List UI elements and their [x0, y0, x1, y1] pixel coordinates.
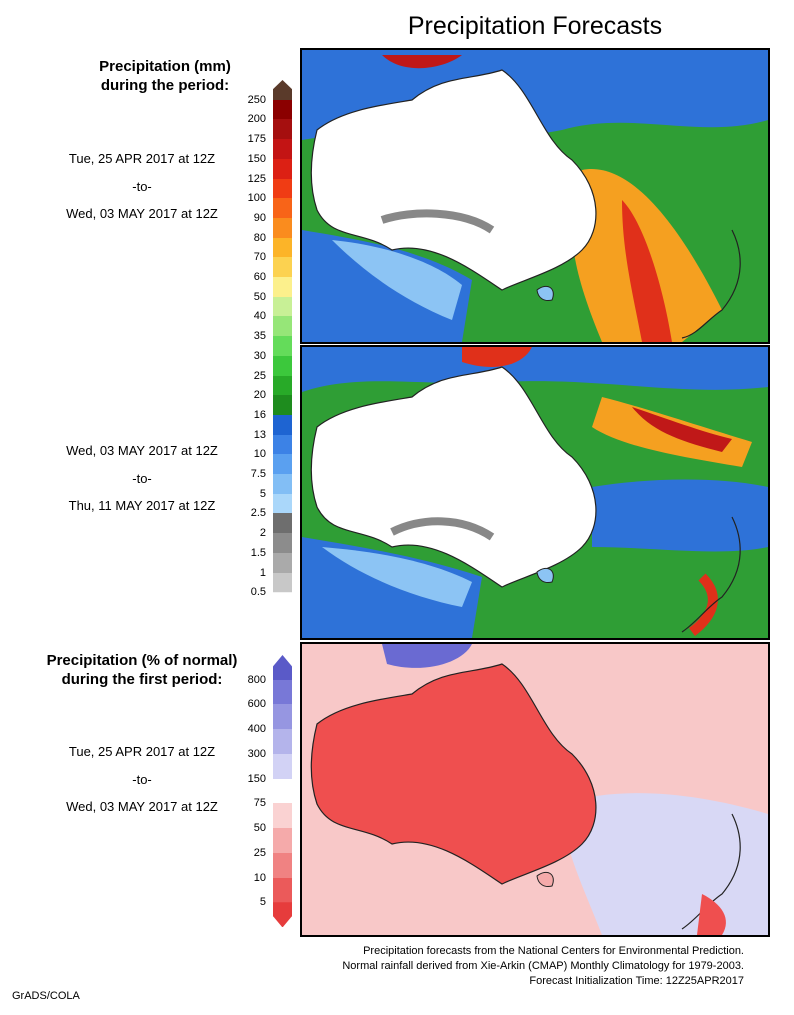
period-1-to: Wed, 03 MAY 2017 at 12Z [66, 206, 218, 221]
colorbar-mm-swatch [273, 277, 292, 298]
colorbar-pct-swatch [273, 778, 292, 804]
colorbar-pct-swatch [273, 704, 292, 730]
colorbar-mm-tick-label: 70 [253, 251, 266, 264]
grads-cola-label: GrADS/COLA [12, 990, 80, 1002]
page-title: Precipitation Forecasts [407, 12, 663, 40]
colorbar-mm-tick-label: 25 [253, 369, 266, 382]
colorbar-mm-swatch [273, 296, 292, 317]
period-3-to: Wed, 03 MAY 2017 at 12Z [66, 799, 218, 814]
colorbar-mm-swatch [273, 552, 292, 574]
legend-pct-heading-line2: during the first period: [61, 671, 223, 688]
colorbar-pct-tick-label: 300 [247, 747, 266, 760]
colorbar-mm-tick-label: 30 [253, 349, 266, 362]
colorbar-mm-tick-label: 175 [247, 133, 266, 146]
period-3-from: Tue, 25 APR 2017 at 12Z [68, 744, 216, 759]
colorbar-mm-swatch [273, 257, 292, 278]
colorbar-pct-swatch [273, 877, 292, 903]
colorbar-mm-tick-label: 1 [259, 566, 266, 579]
colorbar-mm-tick-label: 35 [253, 330, 266, 343]
colorbar-pct-tick-label: 75 [253, 797, 266, 810]
colorbar-pct [273, 655, 292, 928]
colorbar-mm-tick-label: 250 [247, 93, 266, 106]
colorbar-pct-tick-label: 400 [247, 723, 266, 736]
colorbar-pct-swatch [273, 803, 292, 829]
colorbar-mm-swatch [273, 158, 292, 180]
colorbar-pct-swatch [273, 828, 292, 854]
legend-mm-heading-line2: during the period: [100, 77, 230, 94]
credit-line-3: Forecast Initialization Time: 12Z25APR20… [529, 975, 744, 987]
colorbar-mm-swatch [273, 99, 292, 120]
colorbar-mm-tick-label: 200 [247, 113, 266, 126]
colorbar-mm-swatch [273, 474, 292, 495]
colorbar-pct-swatch [273, 679, 292, 705]
colorbar-mm-swatch [273, 237, 292, 258]
colorbar-mm-tick-label: 1.5 [250, 546, 266, 559]
colorbar-mm-swatch [273, 434, 292, 455]
colorbar-mm-swatch [273, 178, 292, 199]
colorbar-mm-tick-label: 20 [253, 389, 266, 402]
colorbar-mm-swatch [273, 395, 292, 416]
legend-mm-heading-line1: Precipitation (mm) [99, 58, 231, 75]
colorbar-pct-tick-label: 150 [247, 772, 266, 785]
map-panel-period-2 [300, 345, 770, 640]
colorbar-mm-tick-label: 0.5 [250, 586, 266, 599]
colorbar-pct-tick-label: 50 [253, 822, 266, 835]
colorbar-mm-tick-label: 13 [253, 428, 266, 441]
map-panel-period-1 [300, 48, 770, 344]
colorbar-mm-swatch [273, 414, 292, 436]
colorbar-mm-tick-label: 80 [253, 231, 266, 244]
colorbar-mm-swatch [273, 533, 292, 554]
colorbar-mm-swatch [273, 139, 292, 160]
period-1-sep: -to- [132, 179, 152, 194]
period-2-sep: -to- [132, 471, 152, 486]
colorbar-mm-tick-label: 10 [253, 448, 266, 461]
period-2-to: Thu, 11 MAY 2017 at 12Z [68, 498, 216, 513]
period-2-from: Wed, 03 MAY 2017 at 12Z [66, 443, 218, 458]
colorbar-mm-swatch [273, 119, 292, 140]
colorbar-mm-tick-label: 7.5 [250, 468, 266, 481]
legend-pct-heading-line1: Precipitation (% of normal) [46, 652, 238, 669]
colorbar-mm-tick-label: 2 [259, 527, 266, 540]
colorbar-mm-swatch [273, 572, 292, 593]
colorbar-mm-tick-label: 100 [247, 192, 266, 205]
colorbar-mm-tick-label: 16 [253, 408, 266, 421]
period-3-sep: -to- [132, 772, 152, 787]
period-1-from: Tue, 25 APR 2017 at 12Z [68, 151, 216, 166]
colorbar-mm-swatch [273, 217, 292, 239]
colorbar-mm-tick-label: 125 [247, 172, 266, 185]
colorbar-pct-tick-label: 10 [253, 871, 266, 884]
colorbar-mm-swatch [273, 493, 292, 514]
colorbar-mm-tick-label: 2.5 [250, 507, 266, 520]
colorbar-pct-tick-label: 800 [247, 673, 266, 686]
legend-mm-heading: Precipitation (mm) during the period: [45, 57, 285, 95]
colorbar-pct-swatch [273, 729, 292, 755]
colorbar-mm-swatch [273, 198, 292, 219]
legend-pct-heading: Precipitation (% of normal) during the f… [22, 651, 262, 689]
colorbar-pct-swatch [273, 655, 292, 681]
colorbar-mm-swatch [273, 375, 292, 396]
colorbar-mm [273, 80, 292, 613]
colorbar-mm-tick-label: 60 [253, 271, 266, 284]
colorbar-mm-swatch [273, 355, 292, 377]
colorbar-pct-tick-label: 600 [247, 698, 266, 711]
colorbar-mm-swatch [273, 316, 292, 337]
colorbar-mm-tick-label: 90 [253, 211, 266, 224]
colorbar-mm-swatch [273, 454, 292, 475]
credit-line-1: Precipitation forecasts from the Nationa… [363, 945, 744, 957]
colorbar-pct-tick-label: 5 [259, 896, 266, 909]
colorbar-mm-swatch [273, 80, 292, 101]
credit-line-2: Normal rainfall derived from Xie-Arkin (… [342, 960, 744, 972]
map-panel-percent-normal [300, 642, 770, 937]
colorbar-pct-swatch [273, 852, 292, 879]
colorbar-pct-tick-label: 25 [253, 846, 266, 859]
colorbar-mm-swatch [273, 592, 292, 613]
colorbar-mm-tick-label: 50 [253, 290, 266, 303]
colorbar-mm-tick-label: 5 [259, 487, 266, 500]
colorbar-mm-swatch [273, 513, 292, 534]
colorbar-pct-swatch [273, 753, 292, 780]
colorbar-mm-swatch [273, 336, 292, 357]
colorbar-pct-swatch [273, 902, 292, 928]
colorbar-mm-tick-label: 40 [253, 310, 266, 323]
colorbar-mm-tick-label: 150 [247, 152, 266, 165]
